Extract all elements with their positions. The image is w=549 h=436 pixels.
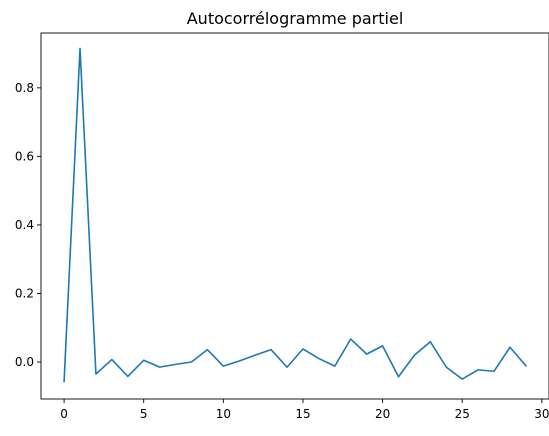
- x-axis: 0 5 10 15 20 25 30: [60, 399, 549, 421]
- y-tick-label: 0.8: [15, 81, 34, 95]
- y-tick-label: 0.2: [15, 286, 34, 300]
- plot-area-frame: [41, 33, 549, 399]
- chart-title: Autocorrélogramme partiel: [187, 9, 404, 28]
- y-tick-label: 0.0: [15, 355, 34, 369]
- x-tick-label: 0: [60, 407, 68, 421]
- y-axis: 0.0 0.2 0.4 0.6 0.8: [15, 81, 41, 369]
- series-line: [64, 48, 526, 381]
- x-tick-label: 5: [140, 407, 148, 421]
- x-tick-label: 15: [295, 407, 310, 421]
- y-tick-label: 0.6: [15, 149, 34, 163]
- x-tick-label: 10: [216, 407, 231, 421]
- x-tick-label: 25: [455, 407, 470, 421]
- x-tick-label: 20: [375, 407, 390, 421]
- y-tick-label: 0.4: [15, 218, 34, 232]
- x-tick-label: 30: [534, 407, 549, 421]
